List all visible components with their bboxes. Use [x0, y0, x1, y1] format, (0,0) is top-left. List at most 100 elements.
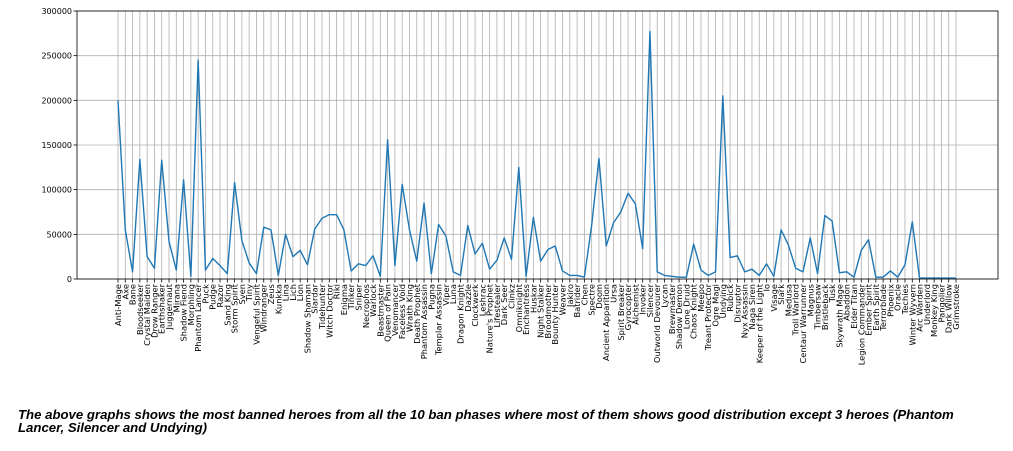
x-tick-label: Bane — [128, 284, 138, 305]
x-tick-label: Invoker — [638, 283, 648, 314]
x-tick-label: Nyx Assassin — [740, 284, 750, 338]
y-tick-label: 300000 — [41, 7, 72, 16]
x-tick-label: Enigma — [339, 284, 349, 315]
x-tick-label: Sniper — [353, 283, 363, 310]
x-tick-label: Bloodseeker — [135, 283, 145, 335]
x-tick-label: Nature's Prophet — [485, 283, 495, 353]
x-tick-label: Ogre Magi — [711, 284, 721, 327]
y-tick-label: 50000 — [47, 230, 72, 239]
x-tick-label: Drow Ranger — [149, 283, 159, 337]
x-tick-label: Tusk — [827, 284, 837, 303]
x-tick-label: Earth Spirit — [871, 283, 881, 330]
x-tick-label: Magnus — [805, 284, 815, 316]
x-tick-label: Undying — [718, 284, 728, 318]
x-tick-label: Weaver — [558, 283, 568, 315]
x-tick-label: Templar Assassin — [434, 284, 444, 356]
x-tick-label: Chaos Knight — [689, 283, 699, 339]
x-tick-label: Enchantress — [521, 284, 531, 335]
x-tick-label: Dazzle — [463, 284, 473, 312]
x-tick-label: Troll Warlord — [791, 284, 801, 336]
x-tick-label: Spirit Breaker — [616, 283, 626, 340]
x-tick-label: Clockwerk — [470, 284, 480, 327]
x-tick-label: Grimstroke — [951, 284, 961, 330]
x-tick-label: Witch Doctor — [324, 283, 334, 337]
x-tick-label: Lycan — [660, 284, 670, 308]
x-tick-label: Visage — [769, 284, 779, 312]
x-tick-label: Kunkka — [273, 284, 283, 314]
x-tick-label: Alchemist — [630, 283, 640, 325]
x-tick-label: Tidehunter — [317, 283, 327, 330]
y-tick-label: 250000 — [41, 52, 72, 61]
x-tick-label: Arc Warden — [915, 284, 925, 332]
x-tick-label: Treant Protector — [703, 283, 713, 351]
x-tick-label: Pudge — [208, 284, 218, 310]
x-tick-label: Leshrac — [477, 284, 487, 317]
x-tick-label: Abaddon — [842, 284, 852, 321]
x-tick-label: Earthshaker — [157, 283, 167, 334]
x-tick-label: Brewmaster — [667, 283, 677, 334]
x-tick-label: Warlock — [368, 284, 378, 317]
x-tick-label: Mirana — [171, 284, 181, 312]
x-tick-label: Slark — [776, 284, 786, 305]
x-tick-label: Puck — [200, 284, 210, 304]
x-tick-label: Ancient Apparition — [601, 284, 611, 361]
x-tick-label: Lion — [295, 284, 305, 301]
x-tick-label: Ursa — [609, 284, 619, 303]
x-tick-label: Meepo — [696, 284, 706, 312]
x-tick-label: Lina — [281, 284, 291, 301]
x-tick-label: Slardar — [310, 283, 320, 313]
x-tick-label: Wraith King — [404, 284, 414, 332]
x-tick-label: Vengeful Spirit — [251, 283, 261, 344]
x-tick-label: Razor — [215, 283, 225, 307]
y-axis-ticks: 0 50000 100000 150000 200000 250000 300000 — [41, 7, 77, 284]
x-tick-label: Gyrocopter — [623, 283, 633, 330]
x-tick-label: Centaur Warrunner — [798, 283, 808, 363]
y-tick-label: 0 — [67, 275, 72, 284]
y-tick-label: 150000 — [41, 141, 72, 150]
x-tick-label: Morphling — [186, 284, 196, 325]
x-tick-label: Venomancer — [390, 283, 400, 336]
x-tick-label: Bounty Hunter — [550, 283, 560, 344]
x-tick-label: Storm Spirit — [230, 283, 240, 333]
x-tick-label: Lich — [288, 284, 298, 301]
x-tick-label: Monkey King — [929, 284, 939, 337]
x-tick-label: Shadow Fiend — [179, 284, 189, 341]
x-tick-label: Necrophos — [361, 284, 371, 328]
x-tick-label: Techies — [900, 284, 910, 315]
chart-grid — [77, 10, 998, 280]
x-tick-label: Night Stalker — [536, 283, 546, 337]
x-tick-label: Luna — [448, 284, 458, 304]
x-tick-label: Juggernaut — [164, 283, 174, 330]
x-tick-label: Pugna — [426, 284, 436, 310]
x-tick-label: Axe — [120, 284, 130, 299]
x-tick-label: Lone Druid — [681, 284, 691, 329]
x-tick-label: Phoenix — [885, 284, 895, 317]
x-tick-label: Huskar — [528, 283, 538, 313]
x-tick-label: Shadow Demon — [674, 284, 684, 349]
x-tick-label: Underlord — [922, 284, 932, 325]
x-tick-label: Zeus — [266, 284, 276, 304]
x-tick-label: Windranger — [259, 283, 269, 332]
x-tick-label: Keeper of the Light — [754, 283, 764, 363]
bans-series-line — [117, 30, 956, 279]
x-tick-label: Batrider — [572, 283, 582, 317]
x-tick-label: Shadow Shaman — [302, 284, 312, 353]
x-tick-label: Winter Wyvern — [907, 284, 917, 346]
x-tick-label: Chen — [579, 284, 589, 305]
x-tick-label: Sven — [237, 284, 247, 305]
y-tick-label: 100000 — [41, 186, 72, 195]
x-tick-label: Elder Titan — [849, 284, 859, 329]
x-tick-label: Crystal Maiden — [142, 284, 152, 346]
y-tick-label: 200000 — [41, 96, 72, 105]
x-tick-label: Doom — [594, 284, 604, 309]
x-tick-label: Skywrath Mage — [834, 284, 844, 348]
x-tick-label: Tinker — [346, 283, 356, 310]
x-tick-label: Terrorblade — [878, 284, 888, 332]
x-tick-label: Faceless Void — [397, 284, 407, 339]
x-tick-label: Phantom Assassin — [419, 284, 429, 359]
x-tick-label: Disruptor — [732, 283, 742, 322]
x-tick-label: Death Prophet — [412, 283, 422, 344]
x-tick-label: Tiny — [244, 284, 254, 302]
chart-caption: The above graphs shows the most banned h… — [18, 407, 954, 435]
